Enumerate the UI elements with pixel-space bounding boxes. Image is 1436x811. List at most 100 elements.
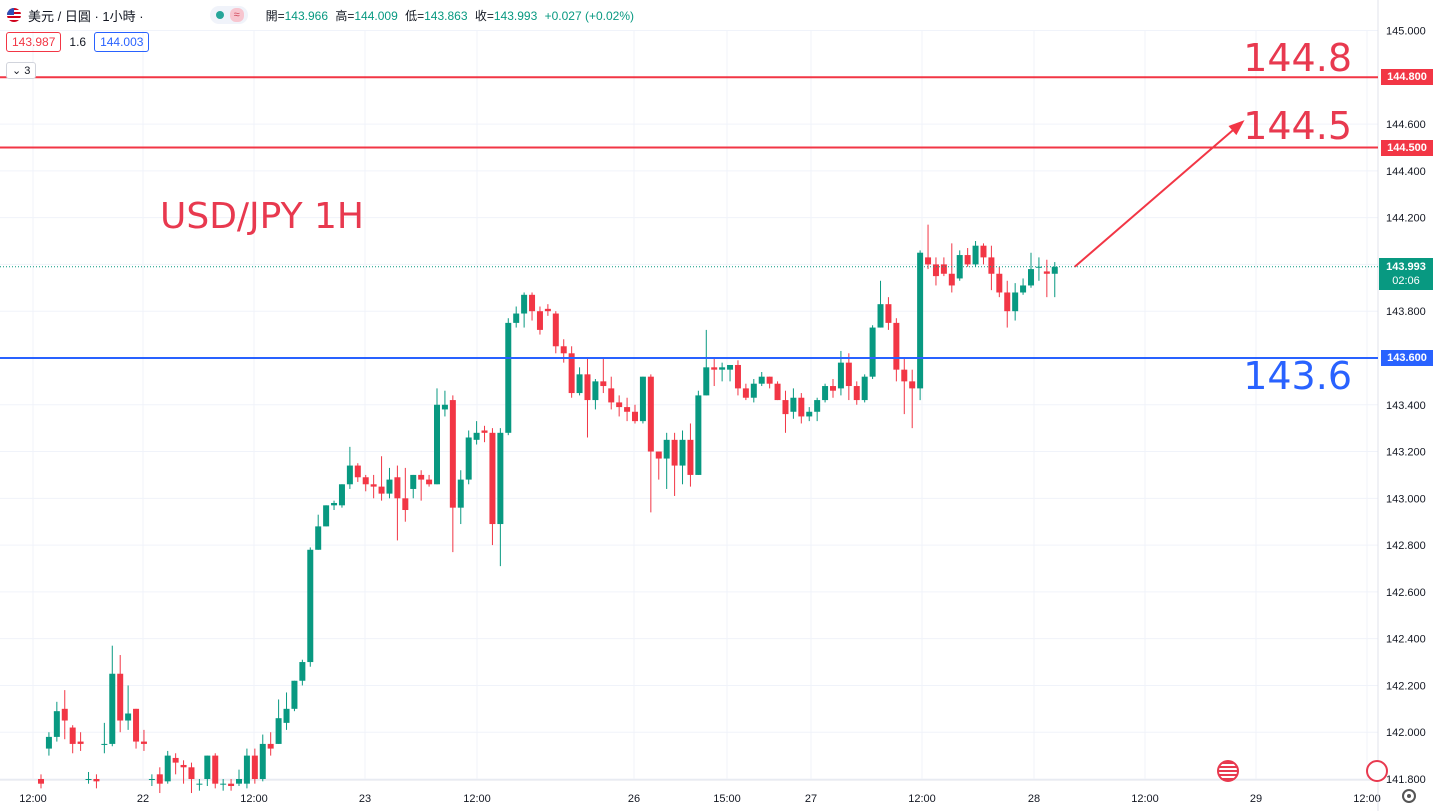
y-tick-label: 142.200 [1386,680,1426,692]
candle-body [1051,266,1058,274]
candle-body [386,479,393,494]
x-tick-label: 27 [805,793,817,805]
open-value: 143.966 [284,8,329,23]
y-tick-label: 144.600 [1386,119,1426,131]
buy-price-button[interactable]: 144.003 [94,32,150,52]
candle-body [236,779,242,784]
annotation-resistance-2: 144.5 [1243,104,1352,148]
candle-body [402,498,409,511]
candle-body [378,486,385,494]
candle-body [370,484,377,487]
candle-body [196,783,203,785]
candle-body [85,779,92,780]
candle-body [101,743,108,745]
candle-body [481,430,488,433]
candle-body [180,764,187,768]
candle-body [331,502,338,506]
x-tick-label: 22 [137,793,149,805]
annotation-resistance-1: 144.8 [1243,36,1352,80]
x-tick-label: 12:00 [463,793,491,805]
candle-body [671,439,678,466]
candle-body [822,386,829,401]
candle-body [394,477,401,499]
candle-body [790,397,797,412]
candle-body [529,294,536,312]
indicators-toggle[interactable]: ⌄ 3 [6,62,37,79]
candle-body [1028,269,1034,286]
candle-body [734,364,741,389]
ohlc-values: 開=143.966 高=144.009 低=143.863 收=143.993 … [266,7,634,24]
candle-body [980,245,987,258]
y-tick-label: 142.400 [1386,634,1426,646]
candle-body [521,294,528,314]
candle-body [901,369,908,382]
candle-body [782,400,789,415]
price-label-144800: 144.800 [1381,69,1433,85]
candle-body [830,386,836,391]
last-price: 143.993 [1386,261,1426,273]
y-tick-label: 143.000 [1386,493,1426,505]
candle-body [93,779,100,782]
candle-body [505,322,512,433]
candle-body [727,364,734,370]
candle-body [719,367,726,370]
gear-icon[interactable] [1402,789,1416,803]
economic-event-icon-2[interactable] [1366,760,1388,782]
candle-body [69,727,76,744]
candle-body [552,313,559,347]
candle-body [291,680,298,709]
x-tick-label: 12:00 [19,793,47,805]
last-price-tag: 143.993 02:06 [1379,258,1433,290]
candle-body [703,367,710,396]
candle-body [38,779,44,784]
chevron-down-icon: ⌄ [12,65,22,77]
x-tick-label: 12:00 [1353,793,1381,805]
projection-arrow-line [1074,123,1241,268]
candle-body [354,465,361,478]
market-status-pill[interactable]: ≈ [209,6,248,24]
open-label: 開= [265,8,285,23]
candle-body [307,549,314,663]
candle-body [449,400,456,508]
candle-body [1020,285,1027,293]
candle-body [679,439,686,466]
candle-body [742,388,749,398]
x-tick-label: 12:00 [1131,793,1159,805]
candle-body [909,381,916,389]
candle-body [362,477,369,485]
high-value: 144.009 [354,8,398,23]
candle-body [869,327,876,377]
candle-body [932,264,939,277]
close-label: 收= [474,8,494,23]
spread-value: 1.6 [69,35,87,49]
candle-body [845,362,852,387]
candle-body [1043,271,1050,274]
candle-body [893,322,900,370]
y-tick-label: 144.400 [1386,166,1426,178]
candle-body [156,774,163,784]
candle-body [410,474,417,489]
y-tick-label: 142.000 [1386,727,1426,739]
economic-event-icon[interactable] [1217,760,1239,782]
candle-body [243,755,250,784]
candle-body [711,367,718,370]
indicators-count: 3 [24,65,31,77]
candle-body [267,743,274,749]
candle-body [61,708,68,721]
candle-body [853,386,860,401]
candle-body [655,451,662,459]
candle-body [687,439,694,475]
candle-body [315,526,322,550]
candle-body [109,673,116,744]
sell-price-button[interactable]: 143.987 [6,32,62,52]
x-tick-label: 26 [628,793,640,805]
candle-body [996,273,1003,293]
delayed-data-badge: ≈ [229,8,244,22]
symbol-title[interactable]: 美元 / 日圓 · 1小時 · [28,8,144,24]
y-tick-label: 142.800 [1386,540,1426,552]
candle-body [148,779,155,780]
candle-body [1012,292,1019,312]
candle-body [964,255,971,265]
candle-body [465,437,472,480]
